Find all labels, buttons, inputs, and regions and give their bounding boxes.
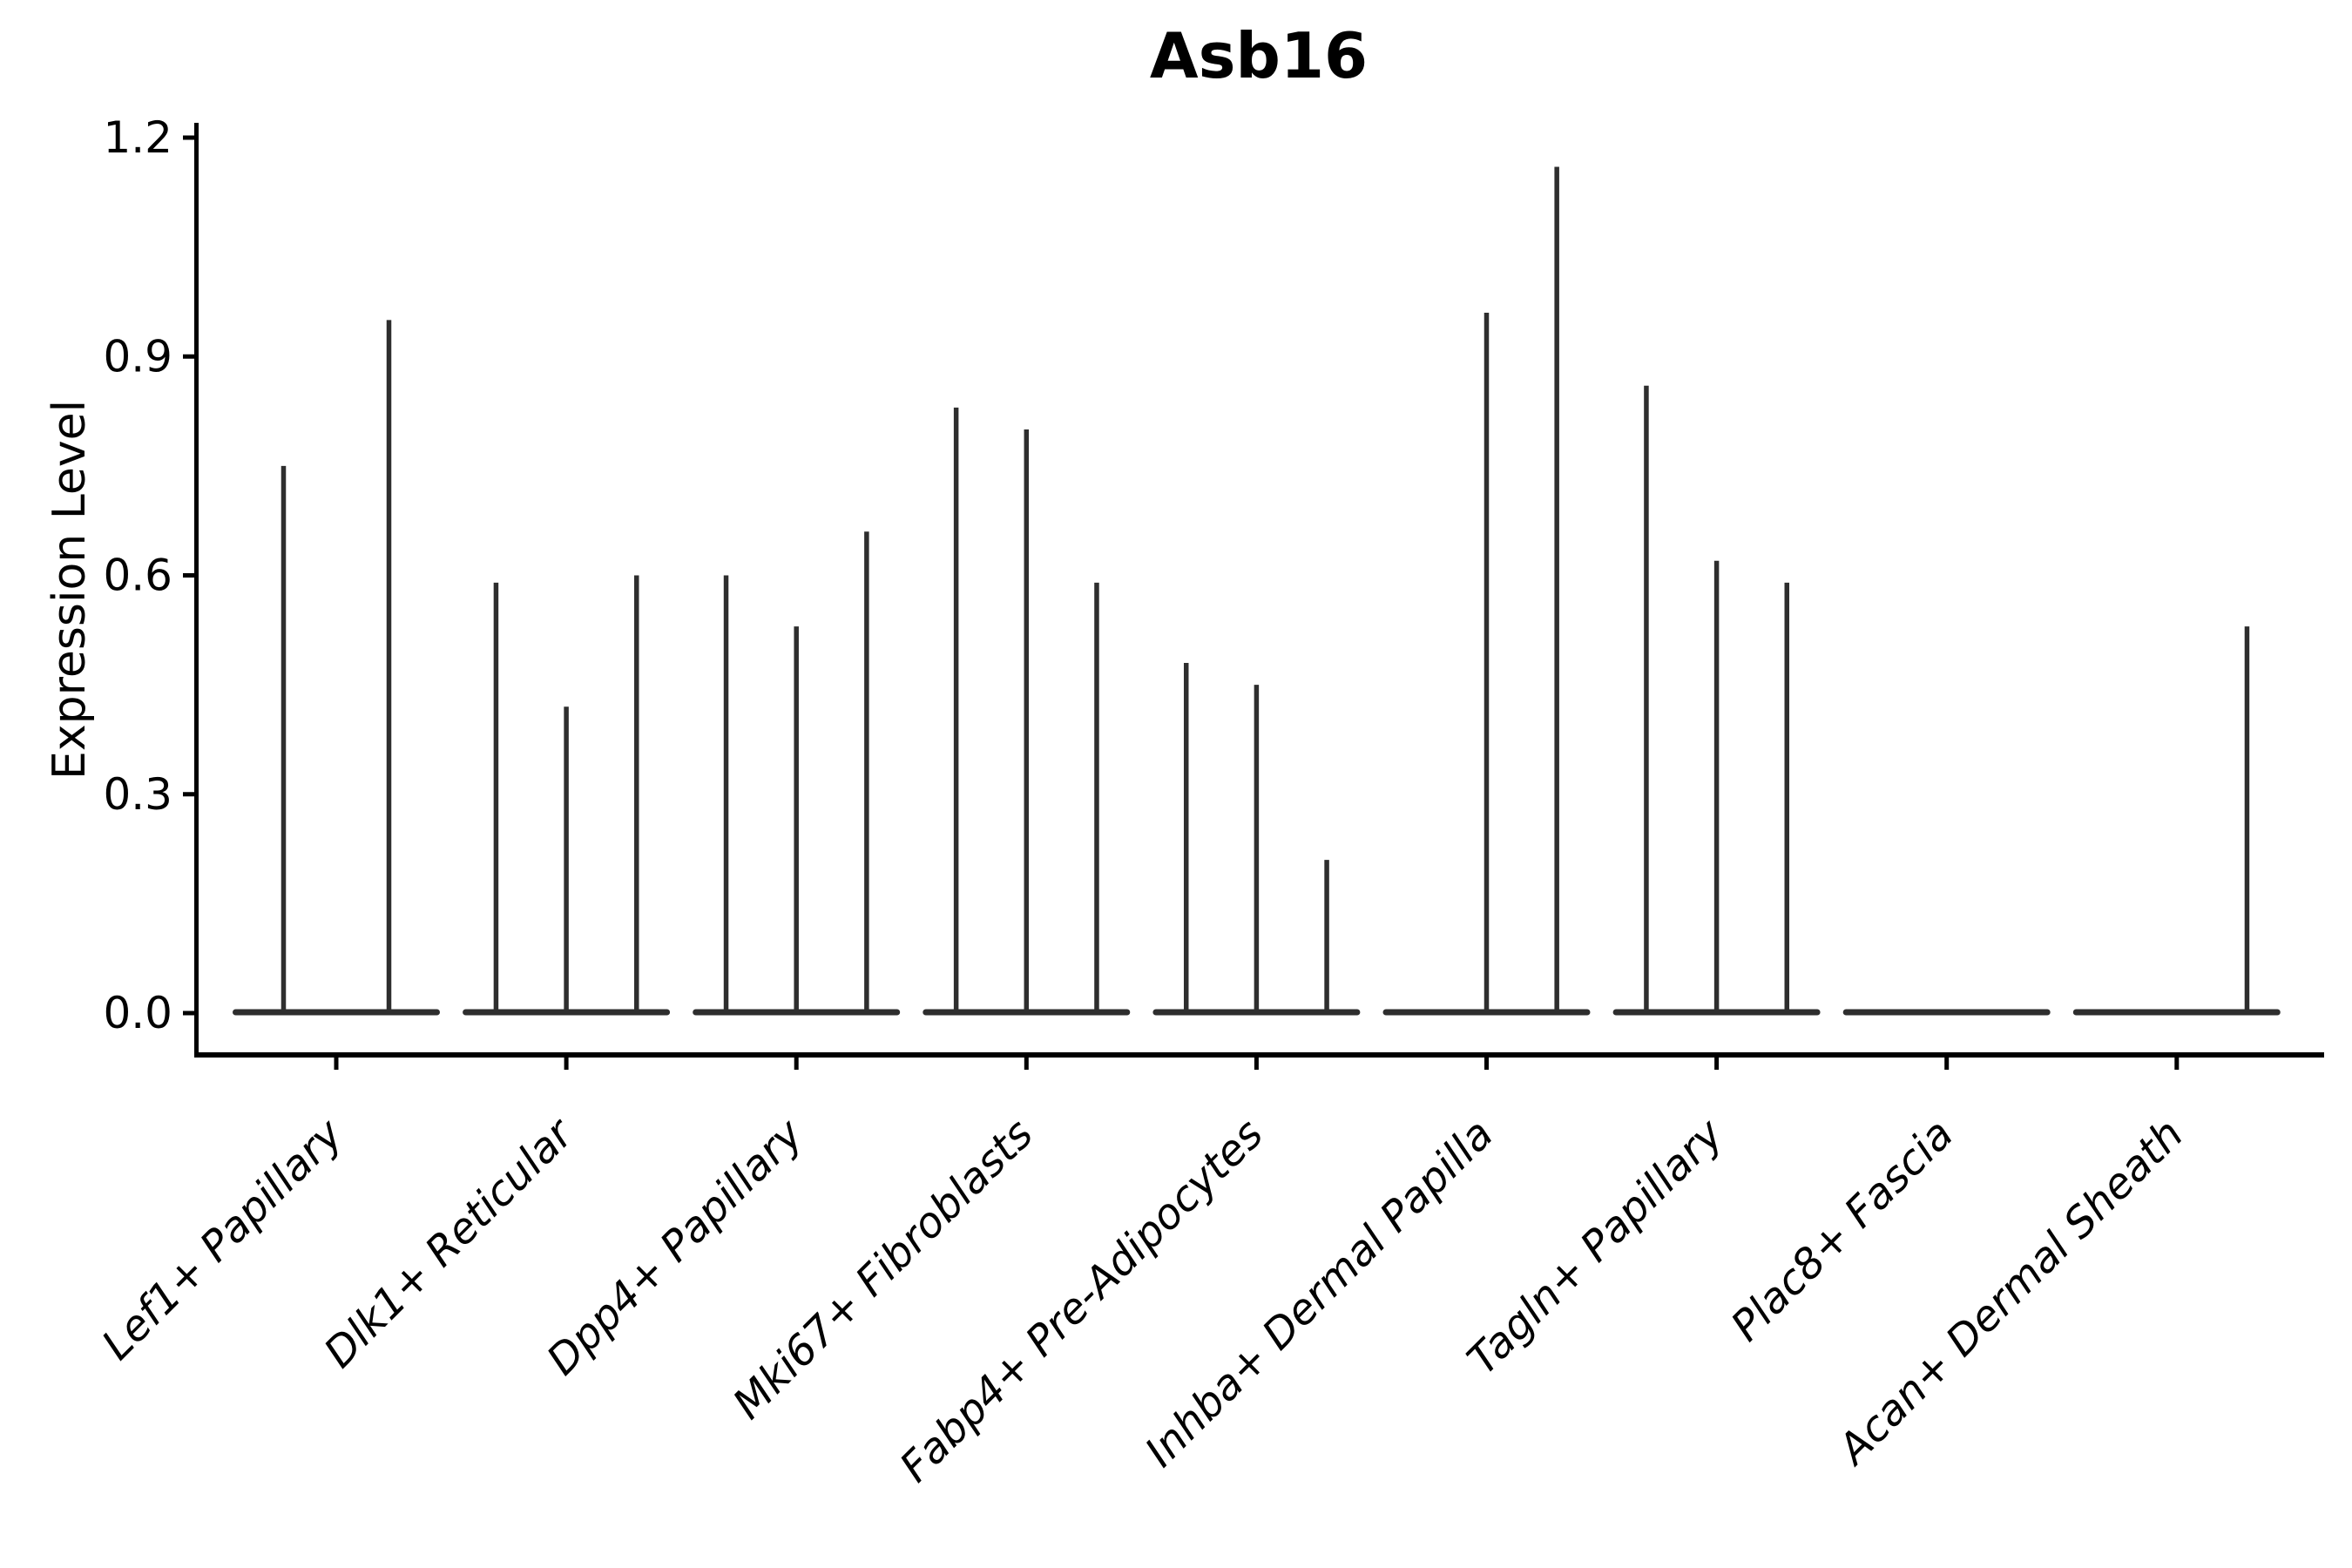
violin-spike [1484, 313, 1490, 1013]
violin-baseline [2072, 1009, 2281, 1016]
violin-spike [1644, 385, 1649, 1013]
x-tick-label: Fabp4+ Pre-Adipocytes [890, 1110, 1273, 1492]
violin-spike [1094, 582, 1099, 1013]
violin-baseline [233, 1009, 440, 1016]
plot-title: Asb16 [1149, 19, 1369, 92]
y-tick-label: 0.9 [103, 331, 172, 382]
violin-spike [1024, 429, 1030, 1013]
violin-spike [953, 407, 959, 1013]
violin-spike [280, 465, 287, 1013]
violin-spike [1324, 860, 1329, 1013]
y-tick-label: 0.0 [103, 988, 172, 1038]
violin-spike [1183, 663, 1189, 1013]
x-tick-label: Dpp4+ Papillary [537, 1109, 813, 1384]
violin-spike [794, 626, 799, 1013]
x-axis-spine [194, 1052, 2324, 1058]
y-tick-mark [183, 135, 194, 140]
y-tick-mark [183, 1010, 194, 1016]
x-tick-mark [1254, 1055, 1259, 1070]
violin-spike [564, 706, 569, 1013]
x-tick-mark [334, 1055, 339, 1070]
y-axis-spine [194, 123, 199, 1058]
x-tick-mark [564, 1055, 569, 1070]
x-tick-mark [1714, 1055, 1720, 1070]
x-tick-label: Lef1+ Papillary [92, 1109, 353, 1369]
violin-spike [864, 531, 869, 1013]
violin-spike [493, 582, 499, 1013]
x-tick-mark [1484, 1055, 1489, 1070]
y-tick-mark [183, 354, 194, 359]
x-tick-mark [2174, 1055, 2180, 1070]
x-tick-mark [1944, 1055, 1950, 1070]
x-tick-label: Tagln+ Papillary [1458, 1109, 1734, 1384]
violin-spike [1254, 685, 1260, 1013]
violin-spike [2244, 626, 2250, 1013]
y-tick-mark [183, 573, 194, 578]
x-tick-label: Plac8+ Fascia [1722, 1110, 1963, 1351]
y-tick-label: 0.3 [103, 769, 172, 820]
y-tick-mark [183, 792, 194, 797]
x-tick-label: Dlk1+ Reticular [314, 1108, 585, 1378]
violin-spike [386, 320, 392, 1013]
violin-spike [1554, 166, 1559, 1013]
y-tick-label: 0.6 [103, 551, 172, 601]
violin-baseline [1842, 1009, 2051, 1016]
x-tick-mark [794, 1055, 799, 1070]
y-tick-label: 1.2 [103, 112, 172, 163]
violin-spike [634, 575, 639, 1013]
violin-spike [1713, 560, 1720, 1013]
x-tick-mark [1024, 1055, 1029, 1070]
violin-spike [1784, 582, 1790, 1013]
violin-spike [723, 575, 729, 1013]
